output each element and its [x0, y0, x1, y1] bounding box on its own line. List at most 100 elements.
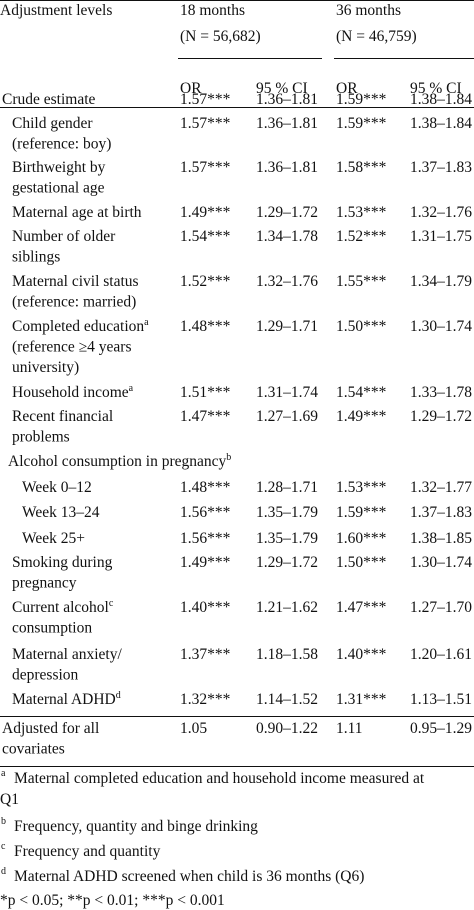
cell: 1.27–1.69 — [256, 408, 318, 425]
cell: 1.48*** — [180, 479, 231, 496]
column-header: 95 % CI — [410, 80, 462, 97]
cell: 1.34–1.79 — [410, 273, 472, 290]
row-label: Completed educationa — [12, 317, 149, 335]
row-label: consumption — [12, 620, 92, 637]
cell: 1.29–1.72 — [410, 408, 472, 425]
cell: 1.20–1.61 — [410, 646, 472, 663]
row-label: Number of older — [12, 228, 116, 245]
row-label: Crude estimate — [2, 91, 96, 108]
cell: 0.95–1.29 — [410, 720, 472, 737]
row-label: Birthweight by — [12, 159, 106, 176]
cell: 1.56*** — [180, 530, 231, 547]
cell: 1.32–1.76 — [256, 273, 318, 290]
footnote-text: Frequency and quantity — [14, 843, 161, 860]
cell: 1.37–1.83 — [410, 504, 472, 521]
row-label: problems — [12, 429, 70, 446]
cell: 1.60*** — [336, 530, 387, 547]
footnote-text: Frequency, quantity and binge drinking — [14, 818, 258, 835]
cell: 1.52*** — [180, 273, 231, 290]
cell: 1.29–1.72 — [256, 204, 318, 221]
footnote-text: Maternal completed education and househo… — [14, 770, 425, 787]
cell: 0.90–1.22 — [256, 720, 318, 737]
row-label: covariates — [2, 741, 65, 758]
row-label-text: Recent financial — [12, 408, 113, 425]
cell: 1.30–1.74 — [410, 318, 472, 335]
cell: 1.51*** — [180, 384, 231, 401]
row-label: university) — [12, 359, 79, 376]
row-label: Smoking during — [12, 554, 113, 571]
cell: 1.37–1.83 — [410, 159, 472, 176]
row-label: Alcohol consumption in pregnancyb — [8, 452, 231, 470]
row-label: gestational age — [12, 180, 105, 197]
footnote-mark: d — [116, 690, 121, 701]
row-label-text: Week 0–12 — [22, 479, 92, 496]
row-label-text: Maternal anxiety/ — [12, 646, 122, 663]
row-label-text: Child gender — [12, 115, 93, 132]
group-n: (N = 46,759) — [336, 28, 417, 45]
row-label: Maternal anxiety/ — [12, 646, 122, 663]
row-label: siblings — [12, 249, 60, 266]
row-label-text: siblings — [12, 249, 60, 266]
footnote-mark: b — [1, 816, 6, 827]
column-header: OR — [180, 80, 202, 97]
cell: 1.21–1.62 — [256, 599, 318, 616]
cell: 1.52*** — [336, 228, 387, 245]
row-label-text: Smoking during — [12, 554, 113, 571]
row-label-text: Adjusted for all — [2, 720, 99, 737]
significance-note: *p < 0.05; **p < 0.01; ***p < 0.001 — [0, 892, 225, 909]
row-label: Maternal age at birth — [12, 204, 142, 221]
row-label: (reference: married) — [12, 294, 136, 311]
footnote-mark: a — [1, 768, 6, 779]
cell: 1.38–1.84 — [410, 115, 472, 132]
cell: 1.49*** — [336, 408, 387, 425]
footnote-mark: d — [1, 866, 6, 877]
cell: 1.49*** — [180, 554, 231, 571]
cell: 1.40*** — [336, 646, 387, 663]
row-label: Adjusted for all — [2, 720, 99, 737]
cell: 1.31*** — [336, 691, 387, 708]
cell: 1.32–1.76 — [410, 204, 472, 221]
cell: 1.31–1.75 — [410, 228, 472, 245]
cell: 1.36–1.81 — [256, 91, 318, 108]
row-label: Recent financial — [12, 408, 113, 425]
row-label-text: Week 13–24 — [22, 504, 100, 521]
cell: 1.59*** — [336, 91, 387, 108]
cell: 1.57*** — [180, 91, 231, 108]
cell: 1.35–1.79 — [256, 504, 318, 521]
group-n: (N = 56,682) — [180, 28, 261, 45]
cell: 1.30–1.74 — [410, 554, 472, 571]
row-label-text: consumption — [12, 620, 92, 637]
footnote-text: Q1 — [0, 791, 19, 808]
row-label-text: (reference ≥4 years — [12, 339, 132, 356]
cell: 1.40*** — [180, 599, 231, 616]
cell: 1.32–1.77 — [410, 479, 472, 496]
row-label-text: Maternal age at birth — [12, 204, 142, 221]
row-label-text: depression — [12, 667, 79, 684]
cell: 1.54*** — [336, 384, 387, 401]
cell: 1.49*** — [180, 204, 231, 221]
row-label-text: gestational age — [12, 180, 105, 197]
cell: 1.53*** — [336, 204, 387, 221]
cell: 1.47*** — [180, 408, 231, 425]
header-label: Adjustment levels — [0, 2, 112, 19]
cell: 1.55*** — [336, 273, 387, 290]
group-title: 18 months — [180, 2, 245, 19]
row-label: Child gender — [12, 115, 93, 132]
cell: 1.38–1.84 — [410, 91, 472, 108]
cell: 1.50*** — [336, 318, 387, 335]
row-label-text: pregnancy — [12, 575, 77, 592]
row-label: Week 0–12 — [22, 479, 92, 496]
row-label-text: (reference: married) — [12, 294, 136, 311]
row-label: Week 13–24 — [22, 504, 100, 521]
row-label-text: Birthweight by — [12, 159, 106, 176]
footnote-mark: c — [1, 841, 6, 852]
cell: 1.50*** — [336, 554, 387, 571]
cell: 1.36–1.81 — [256, 159, 318, 176]
footnote-mark: a — [144, 317, 149, 328]
cell: 1.47*** — [336, 599, 387, 616]
footnote-text: Maternal ADHD screened when child is 36 … — [14, 868, 364, 885]
cell: 1.32*** — [180, 691, 231, 708]
row-label-text: (reference: boy) — [12, 136, 111, 153]
row-label: Maternal civil status — [12, 273, 139, 290]
